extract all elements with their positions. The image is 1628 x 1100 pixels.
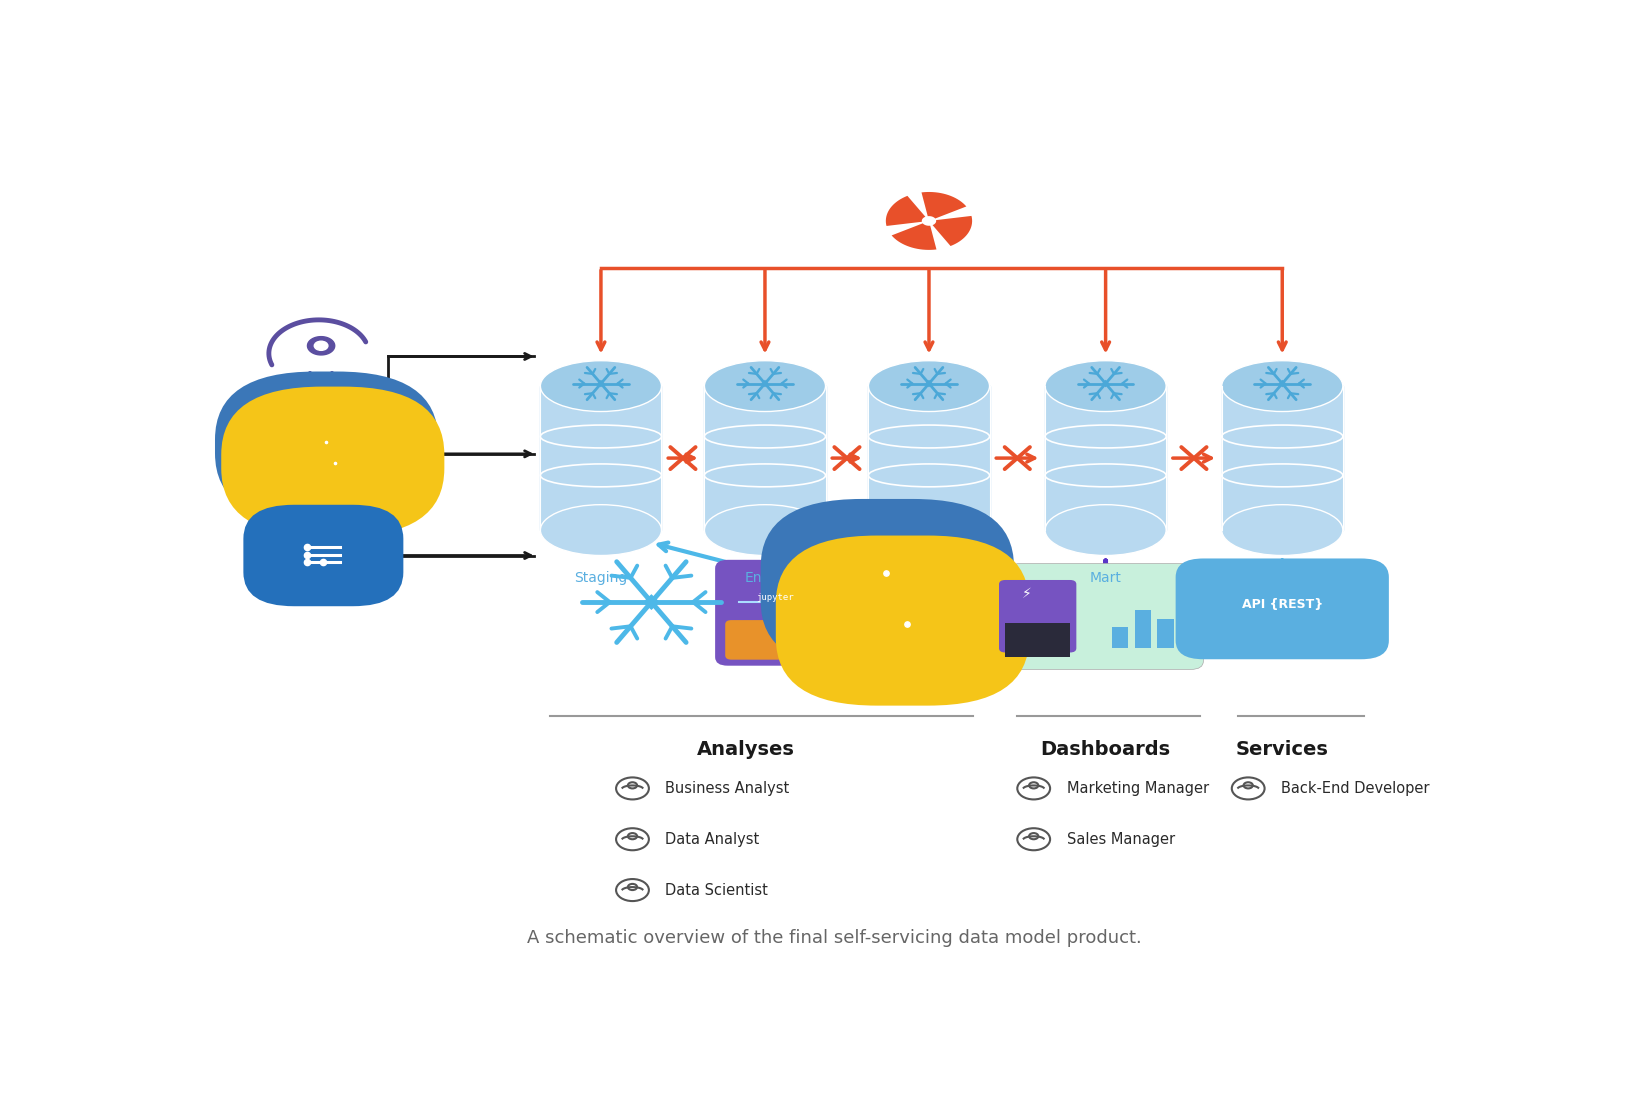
Polygon shape [705,386,825,530]
FancyBboxPatch shape [715,560,835,666]
Text: Entity: Entity [744,571,785,585]
Polygon shape [868,386,990,530]
Text: jupyter: jupyter [757,593,794,603]
Bar [1180,631,1197,648]
Polygon shape [762,381,768,386]
Ellipse shape [1221,505,1343,556]
Text: Back-End Developer: Back-End Developer [1281,781,1429,796]
Polygon shape [886,196,925,225]
FancyBboxPatch shape [1000,580,1076,652]
Text: Dashboards: Dashboards [1040,740,1171,759]
Polygon shape [1102,381,1109,386]
Text: Staging: Staging [575,571,627,585]
FancyBboxPatch shape [221,386,444,537]
Text: ⚡: ⚡ [1022,587,1032,602]
Circle shape [314,341,327,351]
Text: Marketing Manager: Marketing Manager [1066,781,1208,796]
Ellipse shape [540,361,661,411]
Text: A schematic overview of the final self-servicing data model product.: A schematic overview of the final self-s… [527,930,1141,947]
Ellipse shape [705,505,825,556]
Polygon shape [1221,386,1343,530]
Circle shape [1244,560,1320,610]
Polygon shape [933,216,972,246]
FancyBboxPatch shape [760,499,1014,669]
Circle shape [1221,565,1281,606]
FancyBboxPatch shape [215,372,438,521]
FancyBboxPatch shape [243,505,404,606]
Text: API: API [1271,571,1293,585]
Text: Analyses: Analyses [697,740,794,759]
Polygon shape [645,595,659,609]
FancyBboxPatch shape [1008,563,1203,670]
Ellipse shape [1221,361,1343,411]
Ellipse shape [868,361,990,411]
FancyBboxPatch shape [1175,559,1389,659]
Text: Data Analyst: Data Analyst [666,832,760,847]
FancyBboxPatch shape [1006,623,1070,657]
Polygon shape [926,381,931,386]
Text: Mart: Mart [1089,571,1122,585]
FancyBboxPatch shape [777,536,1029,705]
Ellipse shape [540,505,661,556]
Polygon shape [540,386,661,530]
Bar [1135,610,1151,648]
Ellipse shape [1045,505,1166,556]
Bar [1112,627,1128,648]
Text: Sales Manager: Sales Manager [1066,832,1175,847]
FancyBboxPatch shape [724,620,825,660]
Polygon shape [308,337,335,355]
Text: Business Analyst: Business Analyst [666,781,790,796]
Ellipse shape [868,505,990,556]
Polygon shape [1280,381,1284,386]
Text: Services: Services [1236,740,1328,759]
Polygon shape [921,192,967,219]
Text: Intermediate: Intermediate [884,571,974,585]
Polygon shape [1045,386,1166,530]
Circle shape [1283,565,1345,606]
Polygon shape [597,381,604,386]
Ellipse shape [705,361,825,411]
Bar [1158,618,1174,648]
Text: Data Scientist: Data Scientist [666,882,768,898]
Text: API {REST}: API {REST} [1242,598,1324,612]
Ellipse shape [1045,361,1166,411]
Polygon shape [892,223,936,250]
